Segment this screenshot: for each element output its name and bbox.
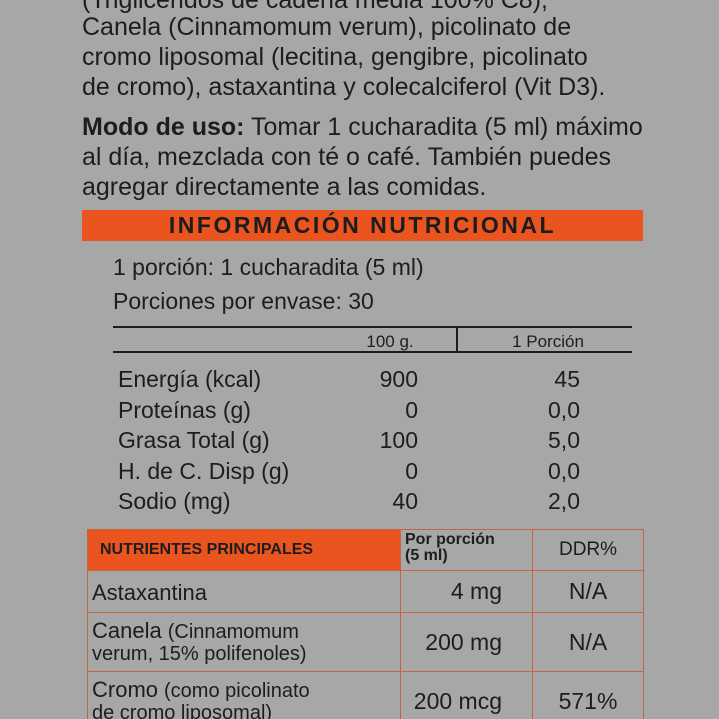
value-portion: 2,0	[548, 488, 580, 514]
nutrient-amount: 200 mg	[400, 612, 533, 672]
usage-text: Tomar 1 cucharadita (5 ml) máximo	[250, 113, 643, 141]
nutrient-detail: (Cinnamomum	[167, 621, 299, 643]
nutrient-amount: 4 mg	[400, 570, 533, 613]
ingredients-line: cromo liposomal (lecitina, gengibre, pic…	[82, 43, 588, 71]
nutrient-ddr: N/A	[532, 570, 644, 613]
nutrients-header: DDR%	[532, 529, 644, 571]
column-header: 1 Porción	[512, 332, 584, 351]
value-portion: 0,0	[548, 457, 580, 484]
nutrient-ddr: N/A	[532, 612, 644, 672]
nutrient-name: Cromo	[92, 677, 159, 702]
nutrient-detail: (como picolinato	[164, 680, 310, 702]
usage-line: al día, mezclada con té o café. También …	[82, 143, 612, 171]
nutrient-amount: 200 mcg	[400, 671, 533, 719]
value-100g: 0	[405, 396, 418, 423]
ingredients-line: Canela (Cinnamomum verum), picolinato de	[82, 13, 572, 41]
nutrient-cell: Canela (Cinnamomum verum, 15% polifenoles)	[87, 612, 401, 672]
usage-line: Modo de uso: Tomar 1 cucharadita (5 ml) …	[82, 115, 643, 140]
value-portion: 0,0	[548, 396, 580, 423]
value-portion: 5,0	[548, 427, 580, 453]
ingredients-line: de cromo), astaxantina y colecalciferol …	[82, 73, 606, 101]
table-rule	[113, 351, 632, 353]
column-header: 100 g.	[366, 332, 414, 351]
value-100g: 900	[379, 366, 418, 392]
header-line: Por porción	[405, 531, 495, 548]
nutrient-detail: verum, 15% polifenoles)	[92, 643, 307, 665]
nutrient-name: H. de C. Disp (g)	[118, 457, 290, 484]
value-portion: 45	[554, 366, 580, 392]
usage-line: agregar directamente a las comidas.	[82, 173, 487, 201]
nutrient-cell: Cromo (como picolinato de cromo liposomal)	[87, 671, 401, 719]
value-100g: 40	[392, 488, 418, 514]
value-100g: 0	[405, 457, 418, 484]
nutrient-name: Canela	[92, 618, 162, 643]
nutrient-detail: de cromo liposomal)	[92, 702, 273, 719]
nutrient-name: Proteínas (g)	[118, 396, 251, 423]
nutrients-header: NUTRIENTES PRINCIPALES	[87, 529, 401, 571]
nutrient-name: Energía (kcal)	[118, 366, 262, 392]
nutrient-name: Astaxantina	[92, 580, 207, 605]
usage-label: Modo de uso:	[82, 113, 245, 141]
nutrient-cell: Astaxantina	[87, 570, 401, 613]
value-100g: 100	[379, 427, 418, 453]
serving: 1 porción: 1 cucharadita (5 ml)	[113, 254, 424, 280]
nutrition-title: INFORMACIÓN NUTRICIONAL	[82, 210, 643, 241]
nutrient-ddr: 571%	[532, 671, 644, 719]
ingredients-line: (Triglicéridos de cadena media 100% C8),	[82, 0, 548, 14]
nutrient-name: Sodio (mg)	[118, 488, 231, 514]
column-divider	[456, 327, 458, 352]
nutrients-header: Por porción (5 ml)	[400, 529, 533, 571]
servings-per-container: Porciones por envase: 30	[113, 288, 374, 314]
header-line: (5 ml)	[405, 547, 448, 564]
nutrient-name: Grasa Total (g)	[118, 427, 270, 453]
table-rule	[113, 326, 632, 328]
